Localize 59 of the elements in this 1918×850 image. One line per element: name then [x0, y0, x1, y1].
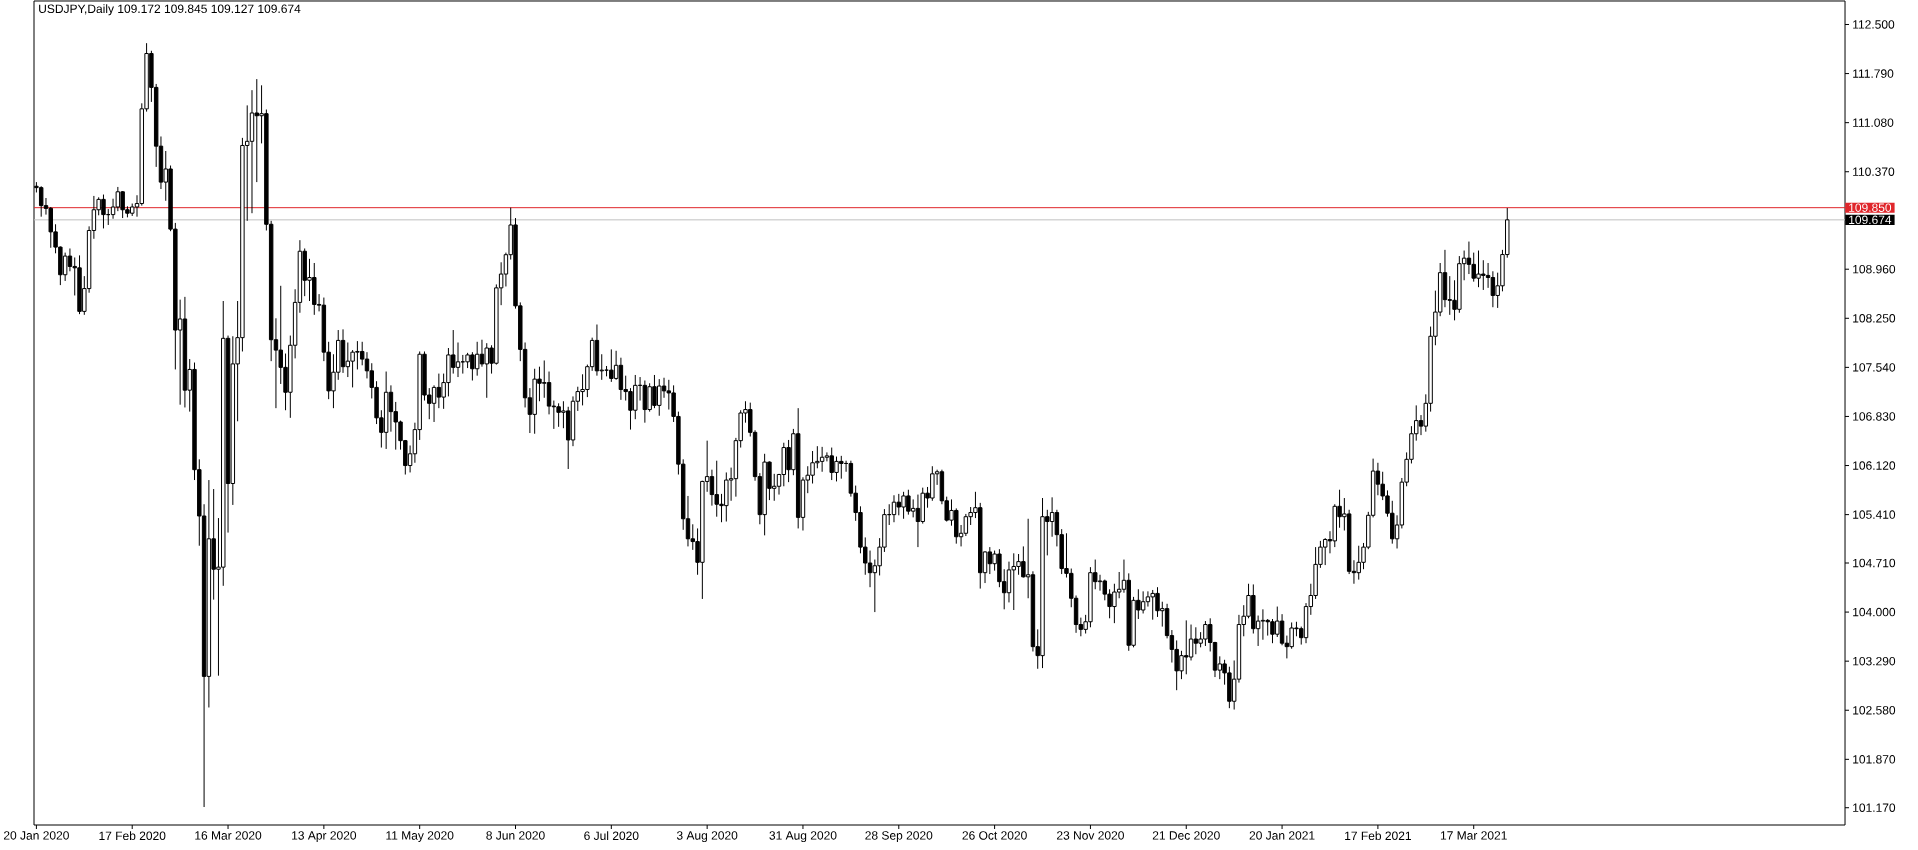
ref-line-label: 109.674 [1849, 215, 1892, 225]
candlestick [1097, 574, 1103, 592]
chart-title: USDJPY,Daily 109.172 109.845 109.127 109.674 [39, 4, 301, 16]
y-tick-label: 108.250 [1853, 314, 1896, 323]
x-tick-label: 16 Mar 2020 [195, 831, 262, 840]
y-tick-label: 102.580 [1853, 706, 1896, 715]
candlestick [1466, 241, 1472, 275]
y-tick-label: 106.830 [1853, 412, 1896, 421]
x-tick-label: 13 Apr 2020 [292, 831, 357, 843]
candlestick [642, 380, 648, 424]
y-tick-label: 105.410 [1853, 510, 1896, 519]
candlestick [570, 395, 576, 447]
y-tick-label: 108.960 [1853, 264, 1896, 274]
x-tick-label: 31 Aug 2020 [769, 831, 837, 843]
candlestick [254, 78, 260, 183]
candlestick [1049, 496, 1055, 538]
y-tick-label: 111.790 [1853, 69, 1894, 78]
x-tick-label: 8 Jun 2020 [486, 831, 545, 840]
y-tick-label: 106.120 [1853, 461, 1896, 470]
candlestick [896, 493, 902, 516]
y-tick-label: 101.870 [1853, 755, 1896, 764]
x-tick-label: 17 Feb 2020 [99, 831, 166, 841]
candlestick [1490, 270, 1496, 308]
candlestick [340, 328, 346, 374]
candlestick [1030, 570, 1036, 652]
x-tick-label: 6 Jul 2020 [584, 831, 639, 841]
candlestick [915, 494, 921, 548]
x-tick-label: 28 Sep 2020 [865, 831, 933, 843]
candlestick [867, 550, 873, 588]
y-tick-label: 103.290 [1853, 656, 1896, 666]
x-tick-label: 17 Feb 2021 [1345, 831, 1411, 841]
x-tick-label: 3 Aug 2020 [676, 831, 738, 843]
ref-line-label: 109.850 [1849, 203, 1892, 212]
x-tick-label: 20 Jan 2021 [1249, 831, 1315, 840]
y-tick-label: 110.370 [1853, 167, 1895, 176]
y-tick-label: 111.080 [1853, 118, 1894, 127]
candlestick [1145, 590, 1151, 608]
candlestick [819, 446, 825, 473]
x-tick-label: 21 Dec 2020 [1152, 831, 1220, 840]
y-tick-label: 107.540 [1853, 363, 1896, 372]
candlestick [1193, 626, 1199, 655]
y-tick-label: 104.710 [1853, 558, 1896, 568]
candlestick [67, 247, 73, 272]
x-tick-label: 23 Nov 2020 [1057, 831, 1124, 840]
candlestick [1260, 608, 1266, 641]
candlestick [709, 469, 715, 507]
x-tick-label: 17 Mar 2021 [1440, 831, 1507, 840]
y-tick-label: 101.170 [1853, 803, 1896, 812]
candlestick [455, 341, 461, 378]
candlestick [618, 357, 624, 401]
x-tick-label: 26 Oct 2020 [962, 831, 1027, 840]
y-tick-label: 112.500 [1853, 20, 1895, 29]
y-tick-label: 104.000 [1853, 607, 1896, 617]
x-tick-label: 20 Jan 2020 [3, 831, 69, 840]
candlestick [546, 371, 552, 415]
candlestick [206, 479, 212, 708]
x-tick-label: 11 May 2020 [386, 831, 454, 843]
candlestick [249, 89, 255, 214]
candlestick [1006, 561, 1012, 603]
